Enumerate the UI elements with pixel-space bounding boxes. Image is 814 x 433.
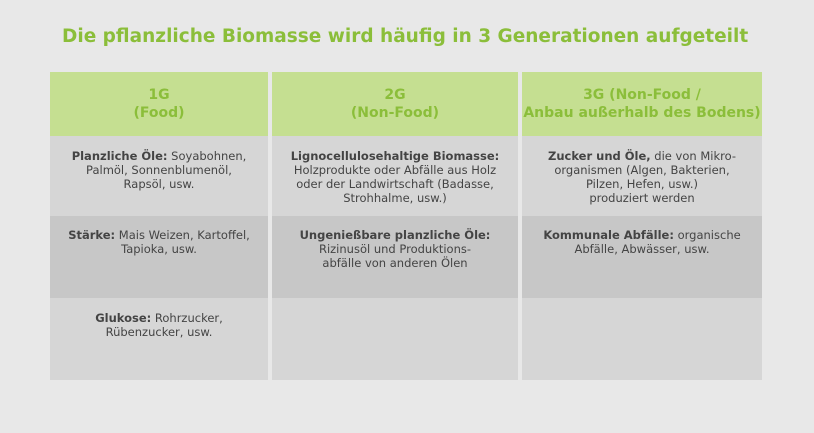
column-1g: 1G (Food) Planzliche Öle: Soyabohnen, Pa… — [50, 72, 268, 380]
cell-label: Kommunale Abfälle: — [543, 228, 674, 242]
cell-3g-sugar-oils: Zucker und Öle, die von Mikro- organisme… — [522, 136, 762, 216]
cell-2g-inedible-oils: Ungenießbare planzliche Öle: Rizinusöl u… — [272, 216, 518, 298]
cell-text: die von Mikro- organismen (Algen, Bakter… — [554, 149, 736, 205]
cell-1g-oils: Planzliche Öle: Soyabohnen, Palmöl, Sonn… — [50, 136, 268, 216]
header-line-1: 3G (Non-Food / — [583, 87, 701, 103]
cell-text: Rohrzucker, Rübenzucker, usw. — [105, 311, 223, 339]
cell-text: Rizinusöl und Produktions- abfälle von a… — [318, 242, 472, 270]
header-line-2: (Food) — [133, 105, 185, 121]
cell-label: Zucker und Öle, — [548, 149, 651, 163]
cell-2g-empty — [272, 298, 518, 380]
cell-3g-municipal-waste: Kommunale Abfälle: organische Abfälle, A… — [522, 216, 762, 298]
cell-text: Holzprodukte oder Abfälle aus Holz oder … — [293, 163, 497, 205]
cell-label: Stärke: — [68, 228, 116, 242]
column-header-3g: 3G (Non-Food / Anbau außerhalb des Boden… — [522, 72, 762, 136]
page-title: Die pflanzliche Biomasse wird häufig in … — [62, 26, 749, 47]
column-header-1g: 1G (Food) — [50, 72, 268, 136]
cell-text: Soyabohnen, Palmöl, Sonnenblumenöl, Raps… — [86, 149, 247, 191]
column-3g: 3G (Non-Food / Anbau außerhalb des Boden… — [522, 72, 762, 380]
cell-3g-empty — [522, 298, 762, 380]
cell-label: Glukose: — [95, 311, 152, 325]
cell-1g-starch: Stärke: Mais Weizen, Kartoffel, Tapioka,… — [50, 216, 268, 298]
header-line-1: 1G — [148, 87, 170, 103]
header-line-1: 2G — [384, 87, 406, 103]
cell-label: Planzliche Öle: — [71, 149, 168, 163]
cell-label: Lignocellulosehaltige Biomasse: — [290, 149, 500, 163]
cell-2g-lignocellulose: Lignocellulosehaltige Biomasse: Holzprod… — [272, 136, 518, 216]
column-header-2g: 2G (Non-Food) — [272, 72, 518, 136]
cell-text: organische Abfälle, Abwässer, usw. — [574, 228, 741, 256]
cell-1g-glucose: Glukose: Rohrzucker, Rübenzucker, usw. — [50, 298, 268, 380]
header-line-2: (Non-Food) — [350, 105, 440, 121]
column-2g: 2G (Non-Food) Lignocellulosehaltige Biom… — [272, 72, 518, 380]
header-line-2: Anbau außerhalb des Bodens) — [523, 105, 761, 121]
cell-label: Ungenießbare planzliche Öle: — [299, 228, 491, 242]
cell-text: Mais Weizen, Kartoffel, Tapioka, usw. — [118, 228, 250, 256]
